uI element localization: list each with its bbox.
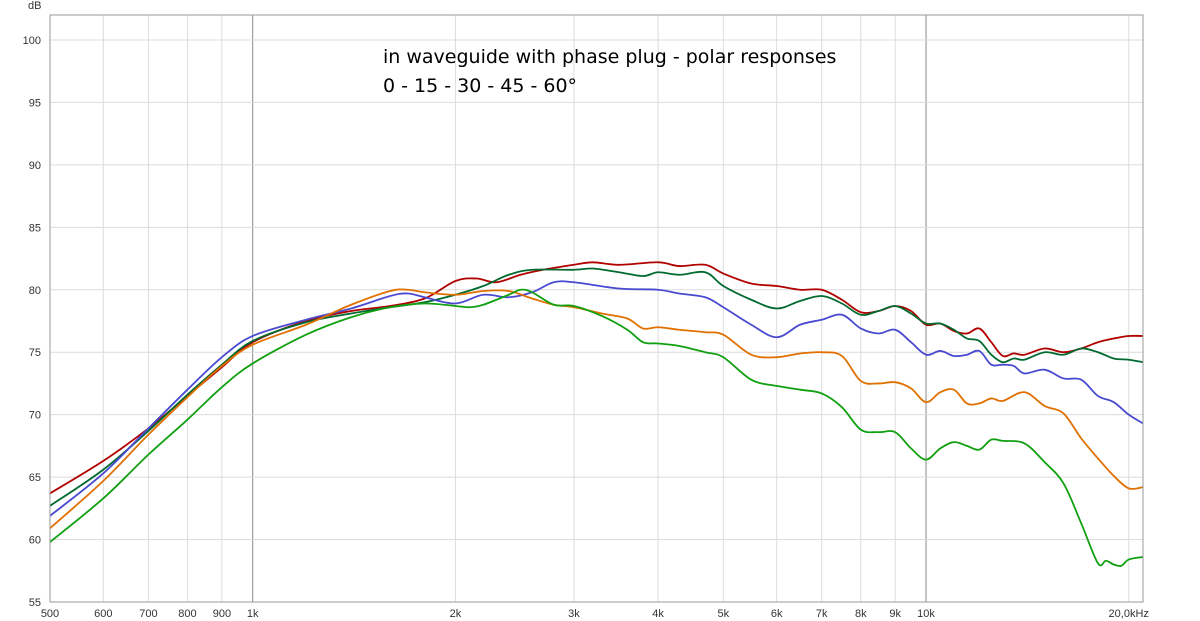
- plot-border: [49, 14, 1144, 603]
- x-tick-label: 3k: [568, 608, 580, 620]
- series-layer: [49, 261, 1144, 567]
- x-tick-label: 10k: [917, 608, 935, 620]
- y-tick-label: 95: [29, 97, 41, 109]
- x-tick-label: 7k: [816, 608, 828, 620]
- y-axis-label: dB: [28, 0, 41, 12]
- y-tick-label: 90: [29, 160, 41, 172]
- x-tick-label: 8k: [855, 608, 867, 620]
- x-tick-label: 20,0kHz: [1109, 608, 1149, 620]
- x-tick-label: 9k: [889, 608, 901, 620]
- x-tick-label: 800: [178, 608, 196, 620]
- y-tick-label: 100: [23, 35, 41, 47]
- annotation-line-1: in waveguide with phase plug - polar res…: [383, 46, 836, 68]
- y-tick-label: 65: [29, 472, 41, 484]
- x-tick-label: 900: [213, 608, 231, 620]
- x-tick-label: 6k: [771, 608, 783, 620]
- x-tick-label: 5k: [718, 608, 730, 620]
- y-tick-label: 85: [29, 222, 41, 234]
- tick-labels: 500 600 700 800 900 1k 2k 3k 4k 5k 6k 7k 8k 9k 10k 20,0…: [23, 35, 1149, 620]
- grid: [50, 15, 1143, 602]
- x-tick-label: 2k: [450, 608, 462, 620]
- x-tick-label: 1k: [247, 608, 259, 620]
- y-tick-label: 70: [29, 410, 41, 422]
- series-line-3: [49, 280, 1144, 517]
- x-tick-label: 500: [41, 608, 59, 620]
- y-tick-label: 60: [29, 535, 41, 547]
- series-line-4: [49, 288, 1144, 529]
- series-line-2: [49, 267, 1144, 507]
- y-tick-label: 55: [29, 597, 41, 609]
- x-tick-label: 600: [94, 608, 112, 620]
- series-line-1: [49, 261, 1144, 495]
- annotation-line-2: 0 - 15 - 30 - 45 - 60°: [383, 75, 577, 97]
- x-tick-label: 4k: [652, 608, 664, 620]
- series-line-5: [49, 288, 1144, 567]
- y-tick-label: 80: [29, 285, 41, 297]
- y-tick-label: 75: [29, 347, 41, 359]
- x-tick-label: 700: [139, 608, 157, 620]
